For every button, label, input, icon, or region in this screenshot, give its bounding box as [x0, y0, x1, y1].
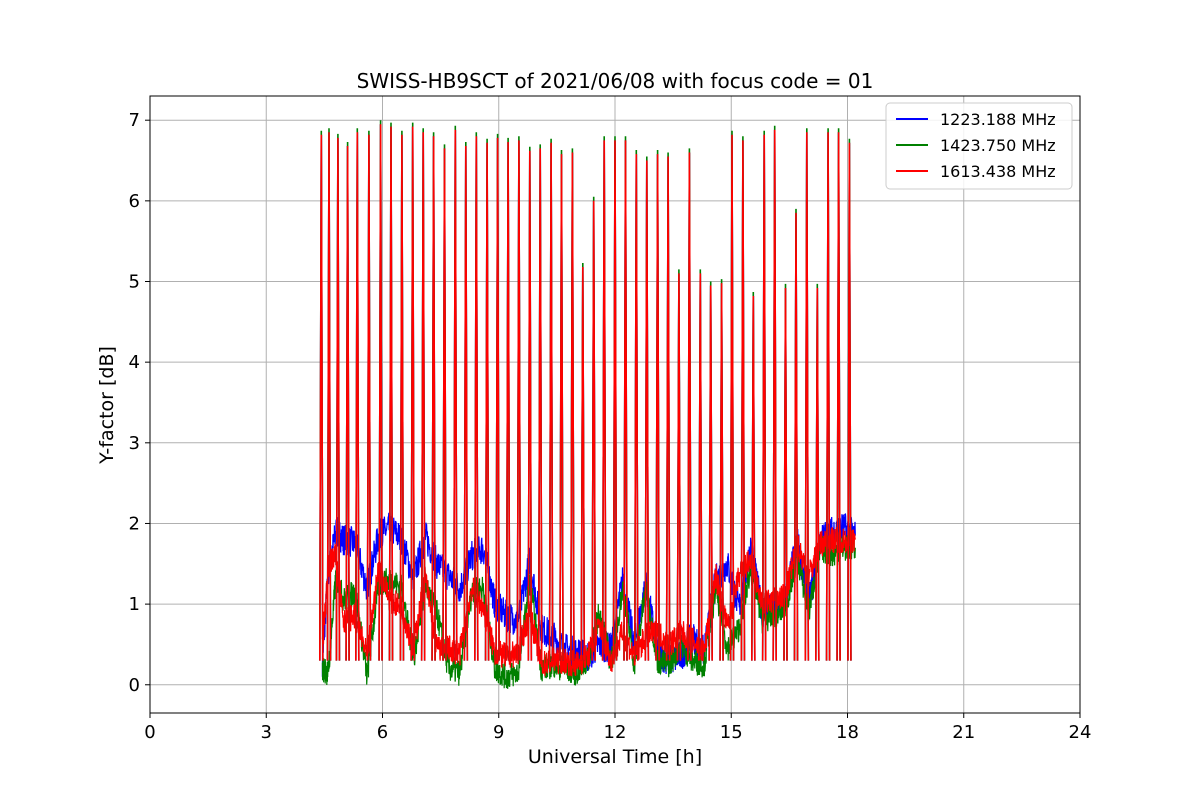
calibration-spike [537, 148, 543, 661]
legend-label: 1223.188 MHz [940, 110, 1056, 129]
x-axis-label: Universal Time [h] [528, 746, 702, 768]
calibration-spike [815, 287, 820, 661]
calibration-spike [772, 129, 777, 661]
legend-label: 1613.438 MHz [940, 162, 1056, 181]
calibration-spike [399, 134, 405, 661]
calibration-spike [793, 212, 799, 661]
calibration-spike [527, 150, 533, 661]
calibration-spike [484, 142, 490, 661]
calibration-spike [676, 273, 682, 661]
calibration-spike [516, 140, 522, 661]
y-tick-label: 7 [129, 110, 140, 131]
calibration-spike [442, 148, 447, 661]
x-tick-label: 18 [836, 722, 859, 743]
calibration-spike [751, 295, 756, 661]
calibration-spike [366, 134, 372, 661]
y-axis-label: Y-factor [dB] [96, 346, 118, 465]
calibration-spike [474, 136, 479, 661]
calibration-spike [410, 126, 415, 661]
calibration-spike [634, 154, 639, 661]
x-tick-label: 9 [493, 722, 504, 743]
calibration-spike [698, 273, 703, 661]
calibration-spike [740, 140, 746, 661]
calibration-spike [729, 134, 735, 661]
legend-label: 1423.750 MHz [940, 136, 1056, 155]
calibration-spike [655, 154, 660, 661]
calibration-spike [708, 285, 713, 661]
calibration-spike [761, 134, 767, 661]
calibration-spike [836, 132, 841, 661]
x-tick-label: 15 [720, 722, 743, 743]
calibration-spike [355, 132, 360, 661]
calibration-spike [319, 134, 324, 661]
x-tick-label: 6 [377, 722, 388, 743]
calibration-spike [388, 126, 394, 661]
y-tick-label: 3 [129, 433, 140, 454]
legend-box [885, 102, 1073, 190]
calibration-spike [463, 145, 469, 661]
legend: 1223.188 MHz 1423.750 MHz 1613.438 MHz [885, 102, 1073, 190]
calibration-spike [559, 154, 564, 661]
series-group [319, 120, 856, 689]
calibration-spike [378, 124, 383, 661]
calibration-spike [804, 132, 810, 661]
chart-title: SWISS-HB9SCT of 2021/06/08 with focus co… [357, 69, 874, 93]
calibration-spike [326, 132, 332, 661]
calibration-spike [687, 152, 692, 661]
calibration-spike [719, 283, 724, 661]
calibration-spike [825, 132, 831, 661]
calibration-spike [335, 137, 341, 661]
calibration-spike [847, 142, 852, 661]
calibration-spike [601, 140, 607, 661]
y-tick-label: 6 [129, 191, 140, 212]
x-tick-label: 3 [261, 722, 272, 743]
x-tick-label: 12 [604, 722, 627, 743]
y-tick-label: 2 [129, 513, 140, 534]
calibration-spike [453, 129, 458, 661]
calibration-spike [345, 145, 350, 661]
calibration-spike [570, 152, 575, 661]
y-tick-label: 4 [129, 352, 140, 373]
calibration-spike [612, 140, 618, 661]
x-tick-label: 21 [952, 722, 975, 743]
calibration-spike [505, 141, 511, 661]
y-tick-label: 1 [129, 594, 140, 615]
calibration-spike [495, 137, 500, 661]
x-tick-label: 24 [1069, 722, 1092, 743]
calibration-spike [580, 266, 586, 661]
calibration-spike [548, 142, 554, 661]
calibration-spike [783, 287, 788, 661]
calibration-spike [623, 140, 628, 661]
calibration-spike [431, 136, 436, 661]
y-tick-label: 5 [129, 272, 140, 293]
calibration-spike [591, 200, 596, 661]
x-tick-label: 0 [144, 722, 155, 743]
y-tick-label: 0 [129, 675, 140, 696]
calibration-spike [665, 156, 671, 661]
calibration-spike [644, 160, 650, 661]
calibration-spike [420, 132, 426, 661]
